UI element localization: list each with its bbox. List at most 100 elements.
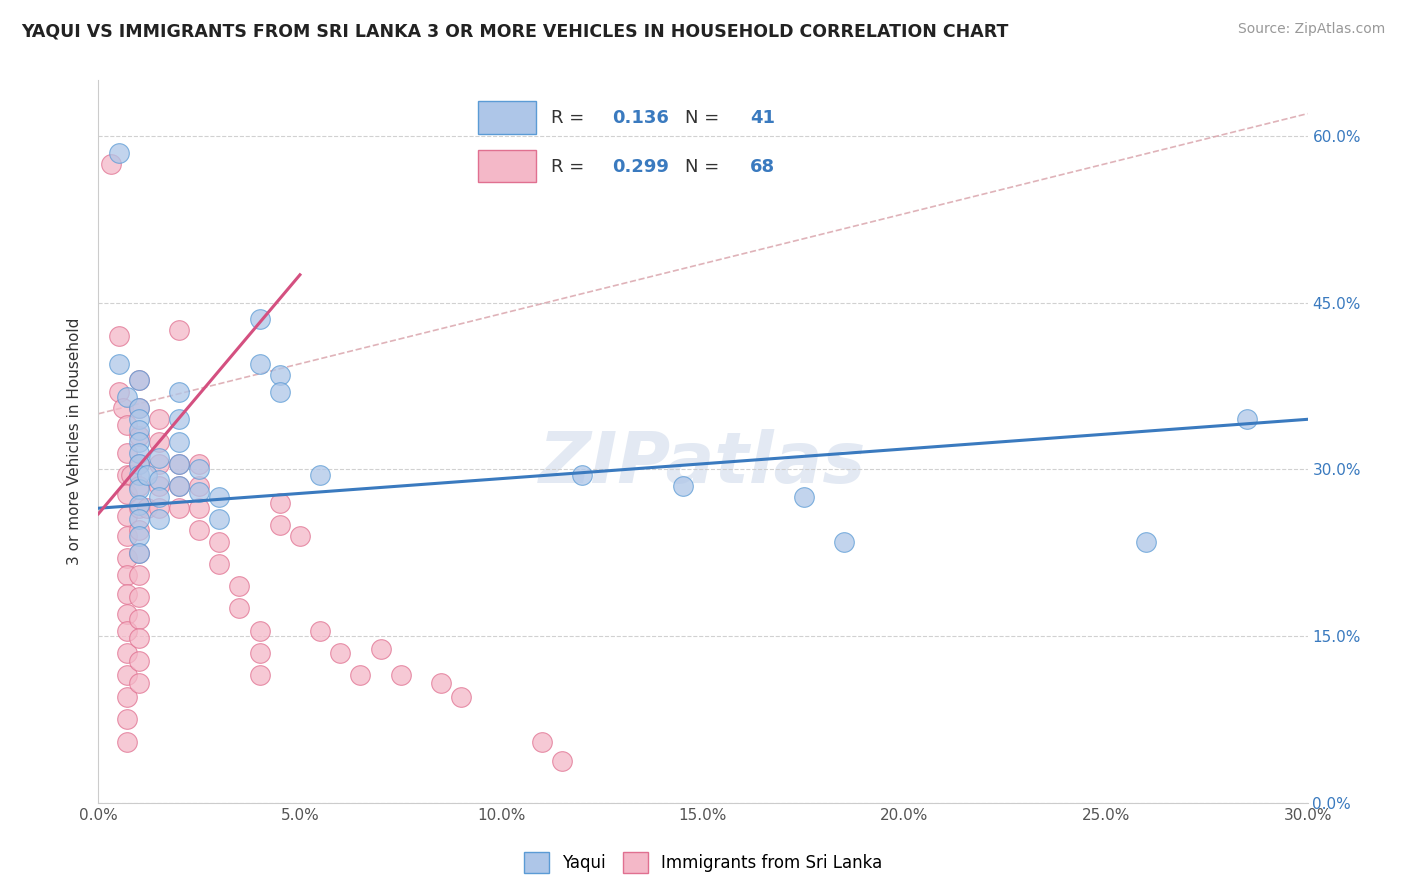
Point bbox=[115, 467, 138, 482]
Point bbox=[115, 624, 138, 638]
Point bbox=[115, 668, 138, 682]
Point bbox=[148, 490, 170, 504]
Point bbox=[128, 401, 150, 416]
Point bbox=[148, 512, 170, 526]
Point bbox=[148, 434, 170, 449]
Point bbox=[309, 467, 332, 482]
Point bbox=[115, 417, 138, 432]
Point bbox=[115, 587, 138, 601]
Point bbox=[107, 145, 129, 160]
Point bbox=[128, 653, 150, 667]
Text: YAQUI VS IMMIGRANTS FROM SRI LANKA 3 OR MORE VEHICLES IN HOUSEHOLD CORRELATION C: YAQUI VS IMMIGRANTS FROM SRI LANKA 3 OR … bbox=[21, 22, 1008, 40]
Point bbox=[249, 357, 271, 371]
Point bbox=[148, 474, 170, 488]
Point bbox=[148, 451, 170, 466]
Point bbox=[128, 445, 150, 459]
Point bbox=[288, 529, 311, 543]
Point bbox=[128, 424, 150, 438]
Point bbox=[188, 479, 211, 493]
Point bbox=[167, 501, 190, 516]
Legend: Yaqui, Immigrants from Sri Lanka: Yaqui, Immigrants from Sri Lanka bbox=[517, 846, 889, 880]
Point bbox=[249, 646, 271, 660]
Point bbox=[128, 429, 150, 443]
Point bbox=[188, 484, 211, 499]
Point bbox=[269, 517, 291, 532]
Point bbox=[208, 557, 231, 571]
Point bbox=[128, 524, 150, 538]
Point bbox=[167, 457, 190, 471]
Point bbox=[793, 490, 815, 504]
Point bbox=[135, 467, 157, 482]
Point bbox=[208, 490, 231, 504]
Point bbox=[120, 467, 142, 482]
Point bbox=[208, 512, 231, 526]
Point bbox=[128, 457, 150, 471]
Point bbox=[111, 401, 134, 416]
Point bbox=[128, 512, 150, 526]
Point bbox=[128, 632, 150, 646]
Point bbox=[135, 501, 157, 516]
Point bbox=[188, 524, 211, 538]
Point bbox=[128, 479, 150, 493]
Point bbox=[128, 546, 150, 560]
Point bbox=[672, 479, 695, 493]
Point bbox=[309, 624, 332, 638]
Point bbox=[329, 646, 352, 660]
Point bbox=[571, 467, 593, 482]
Point bbox=[107, 384, 129, 399]
Point bbox=[148, 501, 170, 516]
Point bbox=[1236, 412, 1258, 426]
Text: Source: ZipAtlas.com: Source: ZipAtlas.com bbox=[1237, 22, 1385, 37]
Point bbox=[1135, 534, 1157, 549]
Point bbox=[100, 156, 122, 170]
Point bbox=[115, 551, 138, 566]
Y-axis label: 3 or more Vehicles in Household: 3 or more Vehicles in Household bbox=[67, 318, 83, 566]
Point bbox=[167, 479, 190, 493]
Point bbox=[128, 590, 150, 604]
Point bbox=[107, 357, 129, 371]
Point bbox=[128, 412, 150, 426]
Point bbox=[128, 675, 150, 690]
Point bbox=[249, 668, 271, 682]
Point bbox=[115, 390, 138, 404]
Point bbox=[249, 624, 271, 638]
Point bbox=[115, 646, 138, 660]
Point bbox=[188, 457, 211, 471]
Point bbox=[188, 462, 211, 476]
Point bbox=[115, 607, 138, 621]
Point bbox=[115, 713, 138, 727]
Point bbox=[389, 668, 412, 682]
Point bbox=[269, 496, 291, 510]
Point bbox=[148, 412, 170, 426]
Point bbox=[450, 690, 472, 705]
Point bbox=[128, 483, 150, 497]
Point bbox=[128, 612, 150, 626]
Point bbox=[128, 546, 150, 560]
Point bbox=[167, 457, 190, 471]
Point bbox=[208, 534, 231, 549]
Point bbox=[167, 384, 190, 399]
Point bbox=[530, 734, 553, 748]
Point bbox=[832, 534, 855, 549]
Point bbox=[148, 479, 170, 493]
Point bbox=[167, 479, 190, 493]
Point bbox=[269, 384, 291, 399]
Point bbox=[115, 690, 138, 705]
Point bbox=[128, 498, 150, 512]
Point bbox=[128, 467, 150, 482]
Point bbox=[269, 368, 291, 382]
Point bbox=[188, 501, 211, 516]
Point bbox=[128, 529, 150, 543]
Point bbox=[249, 312, 271, 326]
Point bbox=[115, 568, 138, 582]
Point bbox=[115, 508, 138, 523]
Point bbox=[228, 579, 250, 593]
Point bbox=[128, 373, 150, 387]
Point bbox=[167, 323, 190, 337]
Point bbox=[115, 445, 138, 459]
Point bbox=[128, 401, 150, 416]
Point bbox=[349, 668, 371, 682]
Point bbox=[370, 642, 392, 657]
Point bbox=[128, 457, 150, 471]
Point bbox=[115, 487, 138, 501]
